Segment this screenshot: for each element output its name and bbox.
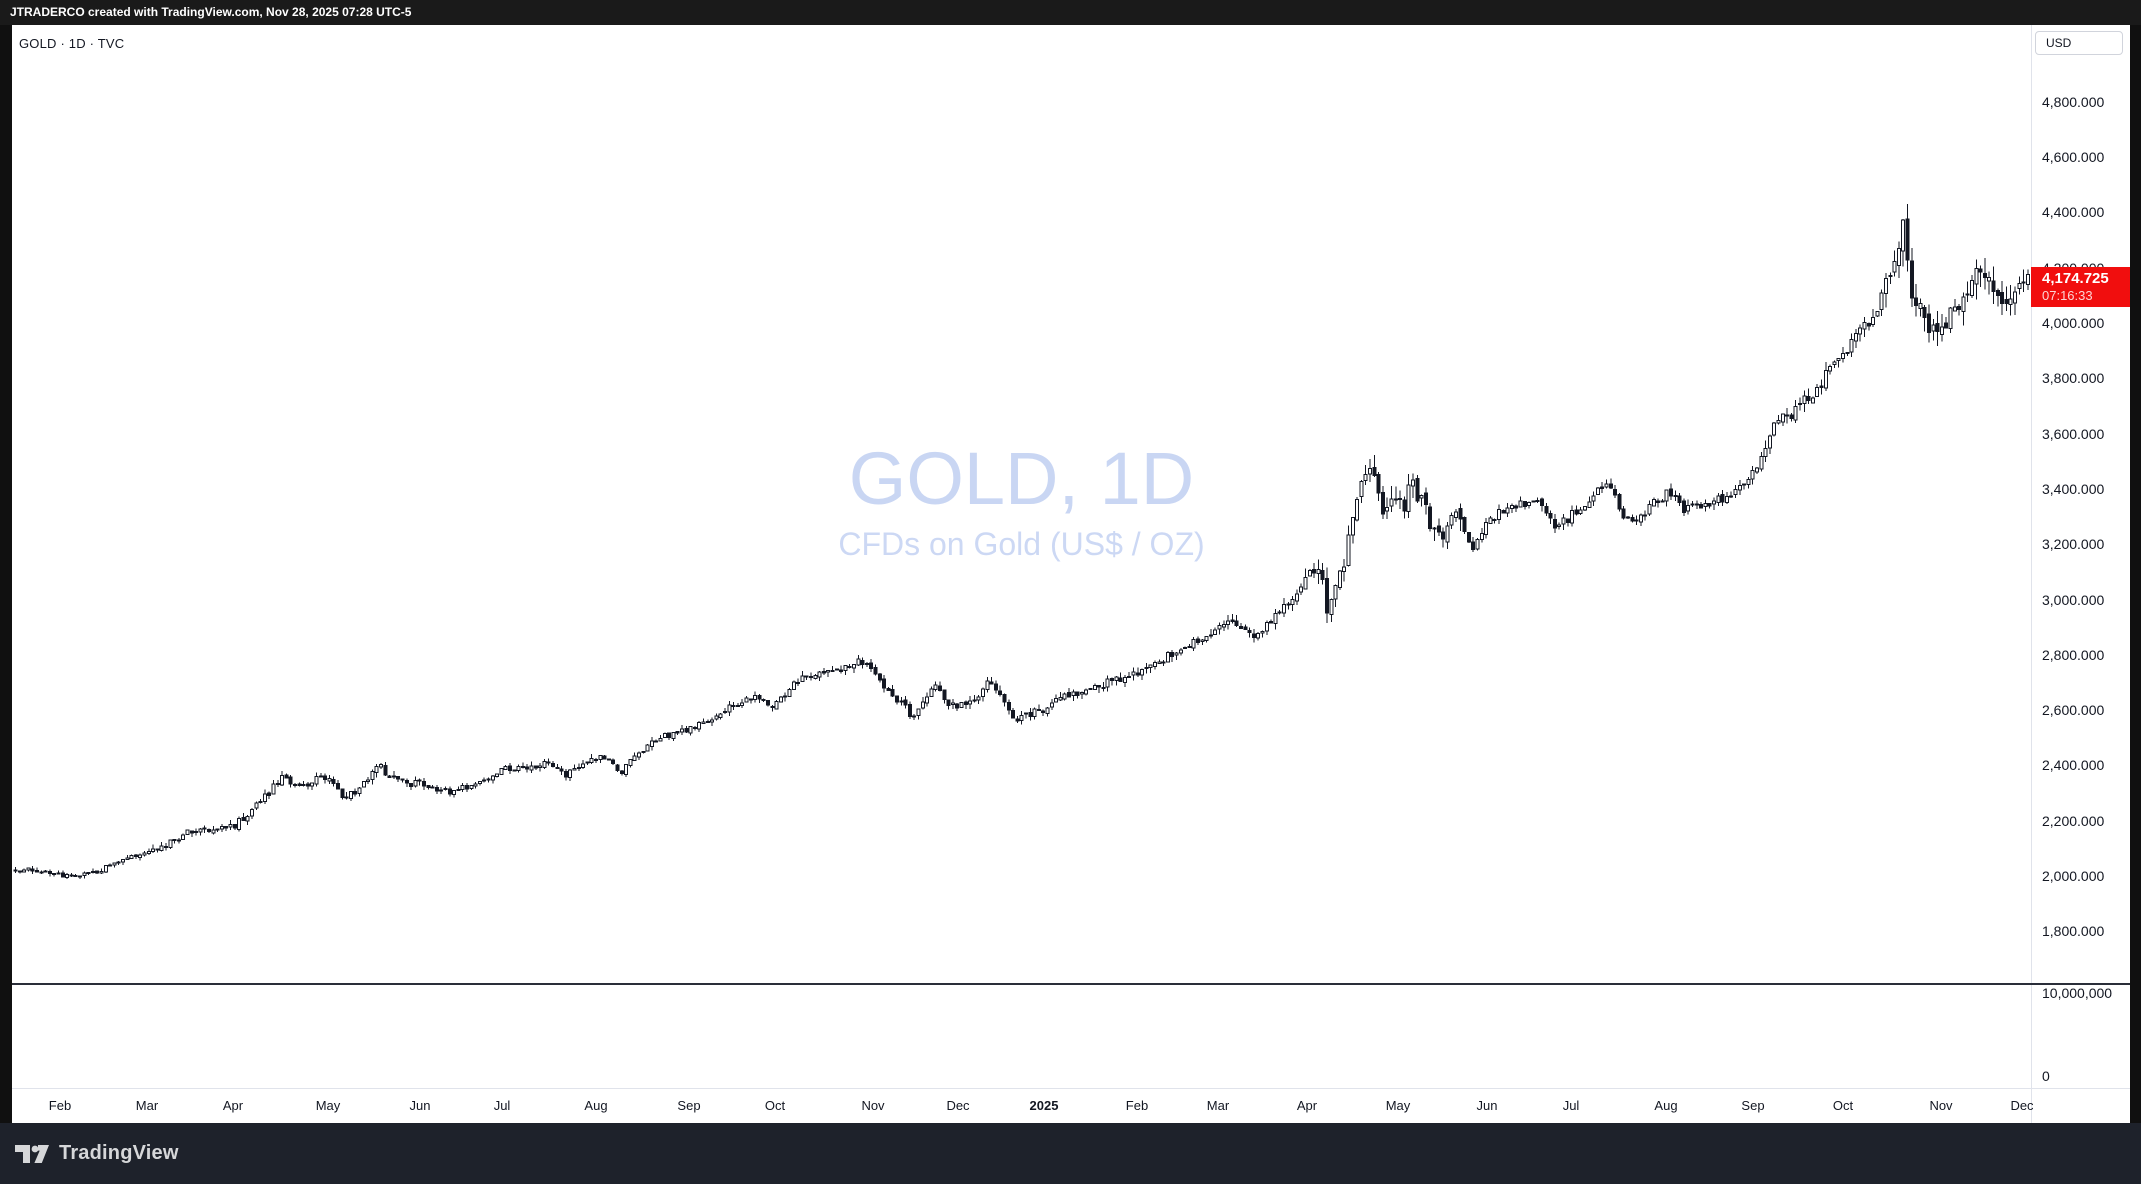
time-tick-nov: Nov	[861, 1098, 885, 1113]
volume-axis-tick-high: 10,000,000	[2042, 985, 2113, 1001]
price-tick: 1,800.000	[2042, 923, 2105, 940]
time-tick-nov: Nov	[1929, 1098, 1953, 1113]
last-price-value: 4,174.725	[2042, 270, 2109, 287]
time-tick-dec: Dec	[2010, 1098, 2033, 1113]
time-tick-jun: Jun	[1476, 1098, 1498, 1113]
price-tick: 3,000.000	[2042, 591, 2105, 608]
price-axis-separator	[2031, 25, 2032, 1123]
time-tick-sep: Sep	[1741, 1098, 1765, 1113]
footer-bar: TradingView	[0, 1123, 2141, 1184]
price-tick: 3,800.000	[2042, 370, 2105, 387]
time-tick-feb: Feb	[1125, 1098, 1149, 1113]
time-tick-jun: Jun	[409, 1098, 431, 1113]
last-price-countdown: 07:16:33	[2042, 288, 2093, 303]
price-tick: 2,000.000	[2042, 868, 2105, 884]
time-tick-may: May	[315, 1098, 341, 1113]
time-tick-oct: Oct	[764, 1098, 786, 1113]
time-axis-labels: Feb Mar Apr May Jun Jul Aug Sep Oct Nov Dec 2025 Feb…	[12, 1089, 2033, 1123]
tradingview-brand-text[interactable]: TradingView	[59, 1142, 179, 1164]
candles-svg[interactable]	[12, 25, 2031, 984]
price-axis[interactable]: USD 4,800.0004,600.0004,400.0004,200.000…	[2031, 25, 2130, 983]
pane-separator[interactable]	[12, 983, 2130, 985]
time-axis[interactable]: Feb Mar Apr May Jun Jul Aug Sep Oct Nov Dec 2025 Feb…	[12, 1088, 2130, 1123]
volume-axis-tick-zero: 0	[2042, 1068, 2050, 1084]
chart-surface: GOLD · 1D · TVC GOLD, 1D CFDs on Gold (U…	[12, 25, 2130, 1123]
time-tick-2025: 2025	[1029, 1098, 1059, 1113]
price-tick: 4,800.000	[2042, 93, 2105, 110]
time-tick-feb: Feb	[48, 1098, 72, 1113]
price-tick: 4,000.000	[2042, 315, 2105, 332]
time-tick-aug: Aug	[584, 1098, 608, 1113]
price-tick: 3,600.000	[2042, 425, 2105, 442]
time-tick-sep: Sep	[677, 1098, 701, 1113]
attribution-bar: JTRADERCO created with TradingView.com, …	[0, 0, 2141, 25]
currency-button[interactable]: USD	[2035, 31, 2123, 55]
time-tick-mar: Mar	[1206, 1098, 1230, 1113]
time-tick-jul: Jul	[493, 1098, 511, 1113]
price-tick: 3,400.000	[2042, 480, 2105, 497]
tradingview-logo-icon[interactable]	[14, 1142, 50, 1166]
attribution-text: JTRADERCO created with TradingView.com, …	[10, 5, 412, 19]
price-tick: 2,200.000	[2042, 812, 2105, 829]
time-tick-dec: Dec	[946, 1098, 970, 1113]
time-tick-mar: Mar	[135, 1098, 159, 1113]
time-tick-apr: Apr	[1296, 1098, 1318, 1113]
time-tick-oct: Oct	[1832, 1098, 1854, 1113]
time-tick-may: May	[1385, 1098, 1411, 1113]
price-tick: 2,800.000	[2042, 646, 2105, 663]
time-tick-aug: Aug	[1654, 1098, 1678, 1113]
price-tick: 2,600.000	[2042, 702, 2105, 719]
time-tick-jul: Jul	[1562, 1098, 1580, 1113]
price-tick: 4,400.000	[2042, 204, 2105, 221]
symbol-title: GOLD · 1D · TVC	[19, 36, 125, 51]
last-price-label: 4,174.725 07:16:33	[2031, 267, 2130, 307]
time-tick-apr: Apr	[222, 1098, 244, 1113]
price-tick: 2,400.000	[2042, 757, 2105, 774]
price-tick: 4,600.000	[2042, 149, 2105, 166]
price-tick: 3,200.000	[2042, 536, 2105, 553]
